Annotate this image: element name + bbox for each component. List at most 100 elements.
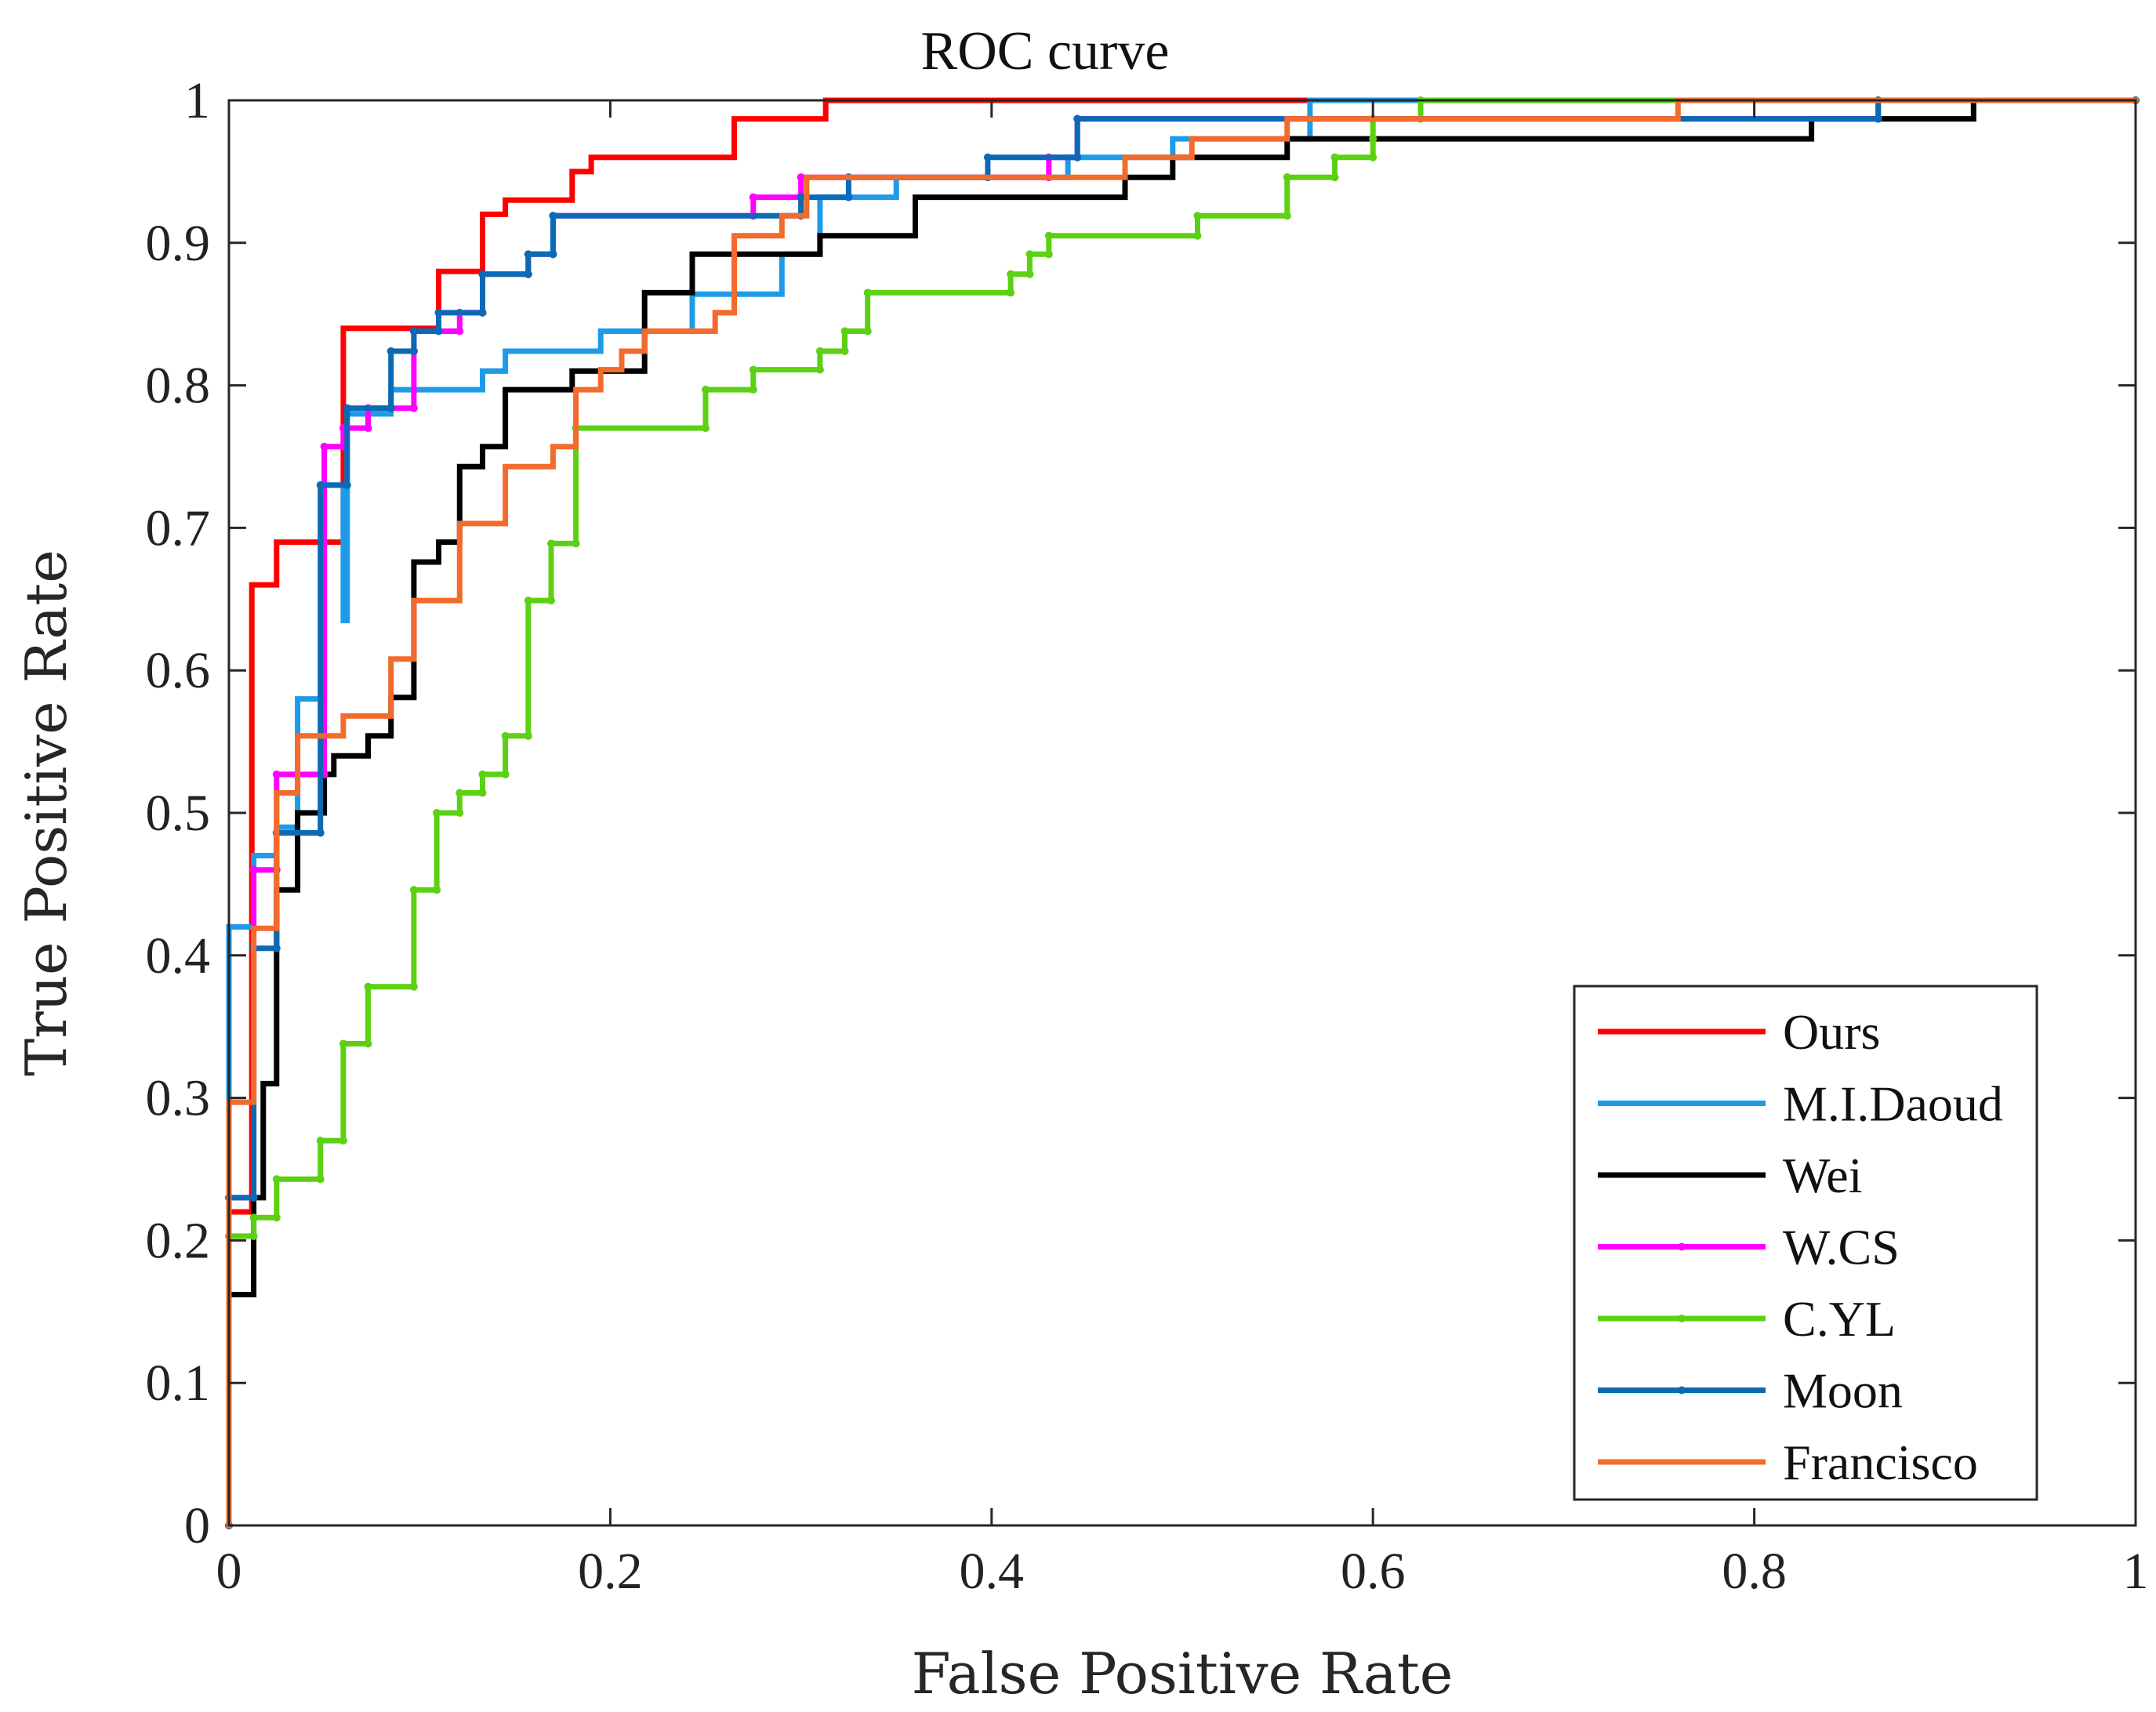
series-point-moon xyxy=(316,481,325,489)
series-point-c-yl xyxy=(409,982,418,991)
series-point-c-yl xyxy=(339,1137,347,1145)
series-line-francisco xyxy=(226,97,2139,1529)
series-point-w-cs xyxy=(272,770,281,778)
x-tick-label: 1 xyxy=(2123,1543,2149,1600)
x-tick-label: 0.4 xyxy=(960,1543,1025,1600)
series-point-moon xyxy=(434,327,443,336)
series-point-c-yl xyxy=(815,346,824,355)
series-point-c-yl xyxy=(1044,250,1053,259)
series-point-c-yl xyxy=(272,1175,281,1184)
y-tick-label: 0 xyxy=(184,1497,210,1554)
y-tick-label: 0.2 xyxy=(146,1212,211,1269)
series-point-moon xyxy=(343,481,351,489)
legend-label-ours: Ours xyxy=(1783,1004,1880,1060)
series-point-w-cs xyxy=(320,442,328,451)
series-point-moon xyxy=(249,1193,258,1202)
series-point-c-yl xyxy=(1193,212,1202,220)
series-point-c-yl xyxy=(702,386,710,394)
series-point-moon xyxy=(1073,114,1082,123)
series-point-c-yl xyxy=(456,809,464,817)
series-point-moon xyxy=(272,944,281,952)
series-point-c-yl xyxy=(364,1039,372,1048)
series-point-c-yl xyxy=(501,770,510,778)
y-axis-label: True Positive Rate xyxy=(13,550,79,1076)
legend-label-moon: Moon xyxy=(1783,1363,1903,1419)
series-point-c-yl xyxy=(433,886,441,894)
legend-box xyxy=(1573,985,2038,1501)
series-point-c-yl xyxy=(364,982,372,991)
series-point-moon xyxy=(1874,114,1882,123)
legend-marker-c-yl xyxy=(1678,1315,1686,1322)
series-point-c-yl xyxy=(572,539,580,548)
series-layer xyxy=(225,96,2140,1529)
series-point-moon xyxy=(409,346,418,355)
series-point-c-yl xyxy=(339,1039,347,1048)
series-point-c-yl xyxy=(863,288,872,297)
y-tick-label: 0.8 xyxy=(146,357,211,415)
series-point-c-yl xyxy=(1025,250,1034,259)
series-line-ours xyxy=(226,97,2139,1529)
series-point-c-yl xyxy=(1193,231,1202,240)
series-point-c-yl xyxy=(478,789,487,797)
series-point-c-yl xyxy=(433,809,441,817)
legend-marker-moon xyxy=(1678,1386,1686,1395)
series-point-moon xyxy=(434,308,443,317)
series-point-w-cs xyxy=(409,404,418,412)
series-point-moon xyxy=(524,250,532,259)
series-point-w-cs xyxy=(364,424,372,433)
series-point-w-cs xyxy=(456,327,464,336)
series-point-moon xyxy=(983,153,992,161)
tick-layer: 0 0.2 0.4 0.6 0.8 1 0 0.1 0.2 0.3 0.4 0.5 0.6 0.7 0.8 0… xyxy=(146,72,2149,1600)
y-tick-label: 1 xyxy=(184,72,210,129)
series-point-c-yl xyxy=(1007,288,1015,297)
x-tick-label: 0.6 xyxy=(1341,1543,1406,1600)
y-tick-label: 0.6 xyxy=(146,642,211,699)
series-point-c-yl xyxy=(1330,173,1339,182)
y-tick-label: 0.1 xyxy=(146,1355,211,1412)
series-point-moon xyxy=(478,308,487,317)
series-point-c-yl xyxy=(272,1213,281,1222)
series-line-c-yl xyxy=(226,97,2139,1529)
series-point-c-yl xyxy=(1369,135,1377,143)
series-point-c-yl xyxy=(749,365,757,374)
series-point-c-yl xyxy=(840,327,849,336)
series-point-c-yl xyxy=(524,731,532,740)
x-tick-label: 0.2 xyxy=(578,1543,643,1600)
series-point-moon xyxy=(387,404,395,412)
legend: Ours M.I.Daoud Wei W.CS C.YL Moon Francisco xyxy=(1573,985,2038,1501)
legend-label-w-cs: W.CS xyxy=(1783,1220,1900,1275)
series-point-moon xyxy=(797,193,805,201)
x-tick-label: 0 xyxy=(216,1543,242,1600)
legend-label-m-i-daoud: M.I.Daoud xyxy=(1783,1076,2003,1132)
series-point-w-cs xyxy=(797,173,805,182)
y-tick-label: 0.7 xyxy=(146,499,211,557)
series-point-moon xyxy=(1073,153,1082,161)
series-point-c-yl xyxy=(1283,212,1291,220)
series-point-w-cs xyxy=(749,193,757,201)
series-point-c-yl xyxy=(815,365,824,374)
series-point-c-yl xyxy=(501,731,510,740)
series-point-c-yl xyxy=(409,886,418,894)
legend-label-francisco: Francisco xyxy=(1783,1435,1978,1490)
x-tick-label: 0.8 xyxy=(1722,1543,1787,1600)
legend-marker-w-cs xyxy=(1678,1242,1686,1251)
series-point-c-yl xyxy=(249,1231,258,1240)
series-point-moon xyxy=(844,193,853,201)
series-point-c-yl xyxy=(863,327,872,336)
series-point-c-yl xyxy=(316,1175,325,1184)
series-point-c-yl xyxy=(749,386,757,394)
legend-label-c-yl: C.YL xyxy=(1783,1291,1896,1347)
series-point-c-yl xyxy=(547,539,556,548)
series-point-c-yl xyxy=(1283,173,1291,182)
series-point-c-yl xyxy=(1369,153,1377,161)
series-point-moon xyxy=(387,346,395,355)
chart-title: ROC curve xyxy=(921,21,1170,82)
series-point-c-yl xyxy=(547,597,556,605)
series-point-moon xyxy=(549,250,557,259)
y-tick-label: 0.5 xyxy=(146,785,211,842)
y-tick-label: 0.4 xyxy=(146,927,211,985)
series-point-moon xyxy=(409,327,418,336)
series-point-c-yl xyxy=(840,346,849,355)
series-point-c-yl xyxy=(524,597,532,605)
